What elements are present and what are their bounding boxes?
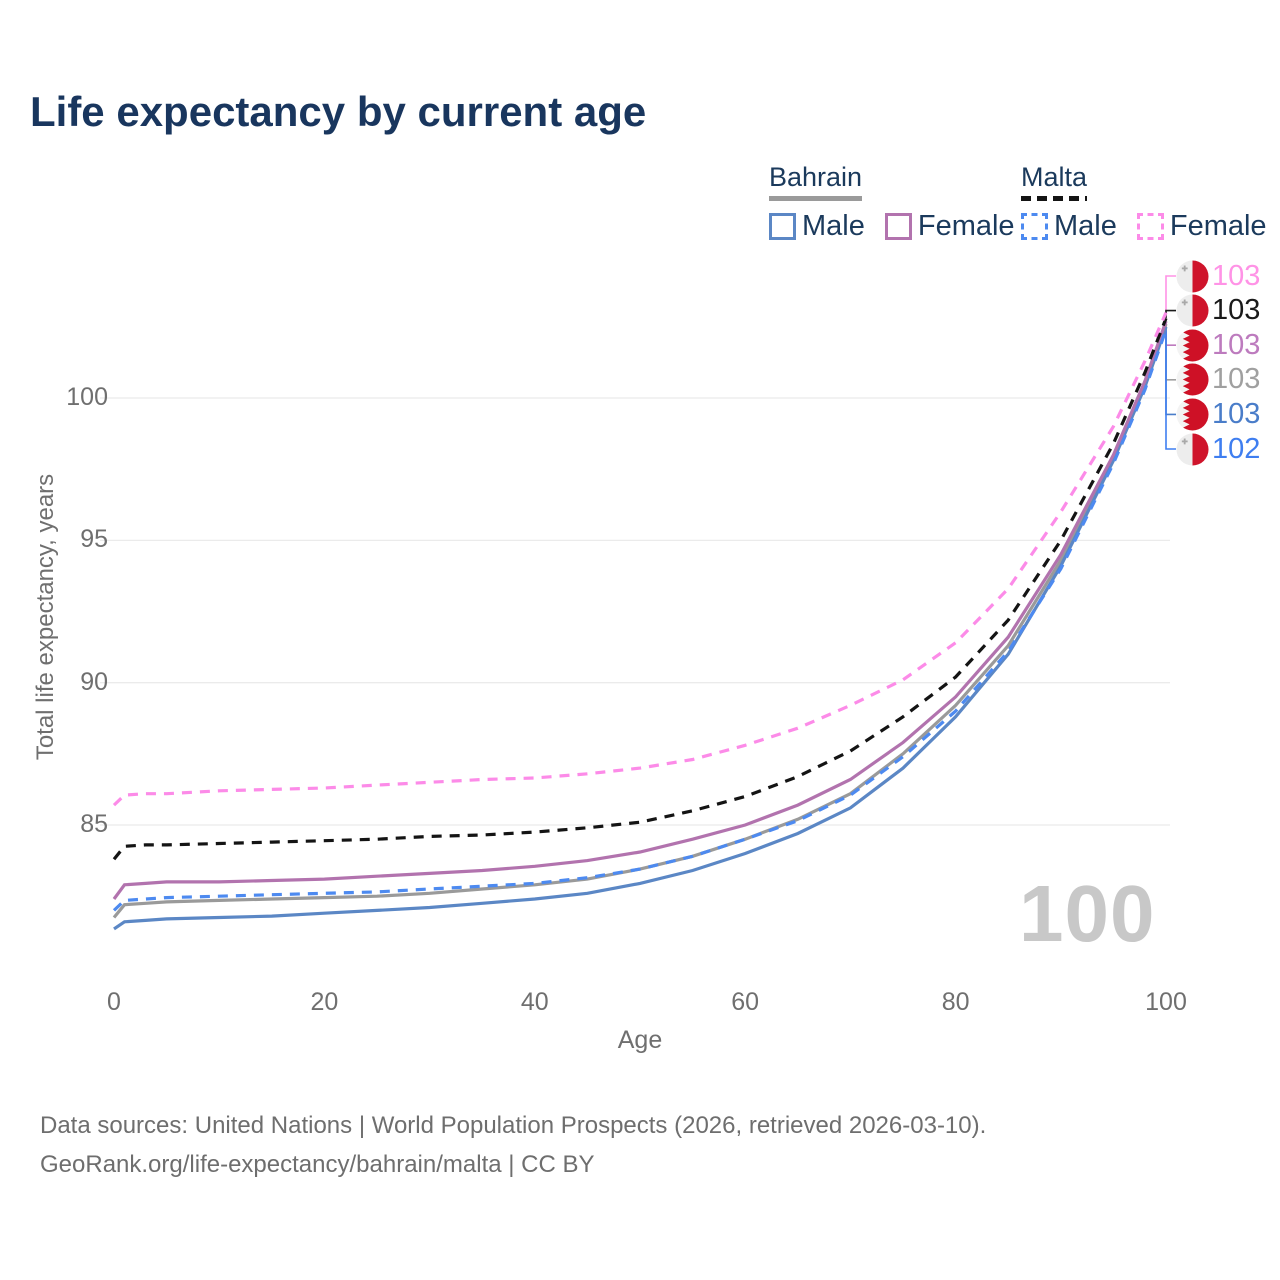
end-value-label: 102 [1212, 432, 1261, 465]
series-line-bahrain-male [113, 326, 1168, 931]
end-label-row-bahrain-male: 103 [1176, 398, 1260, 431]
legend-group-bahrain: Bahrain Male Female [769, 162, 1035, 243]
malta-flag-icon [1176, 294, 1209, 327]
x-tick-label: 60 [731, 988, 760, 1016]
end-value-label: 103 [1212, 294, 1261, 327]
legend-item-label: Female [1169, 209, 1267, 242]
y-axis-title: Total life expectancy, years [32, 473, 59, 761]
y-tick-label: 95 [80, 525, 108, 554]
legend-country-bahrain: Bahrain [769, 162, 863, 192]
legend-items-row: Male Female [769, 210, 1035, 243]
end-label-row-malta-both-sexes: 103 [1176, 294, 1260, 327]
end-label-row-bahrain-both-sexes: 103 [1176, 363, 1260, 396]
bahrain-flag-icon [1176, 363, 1209, 396]
legend-item-label: Female [917, 209, 1015, 242]
age-counter-watermark: 100 [1019, 869, 1156, 958]
end-label-connector [1165, 321, 1176, 346]
legend-country-linestyle-solid [769, 196, 862, 201]
bahrain-flag-icon [1176, 398, 1209, 431]
end-value-label: 103 [1212, 397, 1261, 430]
malta-flag-icon [1176, 259, 1209, 293]
series-line-malta-both-sexes [112, 317, 1168, 861]
legend-swatch-bahrain-female [884, 212, 912, 240]
x-tick-label: 80 [941, 988, 970, 1016]
y-tick-label: 100 [66, 383, 108, 412]
legend-country-malta: Malta [1021, 162, 1088, 192]
series-line-bahrain-female [112, 320, 1168, 900]
end-label-row-malta-male: 102 [1176, 433, 1260, 466]
end-value-label: 103 [1212, 328, 1261, 361]
series-line-malta-male [112, 329, 1168, 912]
series-line-malta-female [112, 311, 1168, 807]
legend-country-linestyle-dashed [1021, 196, 1087, 201]
footer: Data sources: United Nations | World Pop… [40, 1106, 986, 1184]
legend-swatch-malta-female [1136, 212, 1164, 240]
bahrain-flag-icon [1176, 329, 1209, 362]
legend-item-label: Male [1054, 209, 1117, 242]
y-tick-label: 90 [80, 667, 108, 696]
end-label-connector [1165, 275, 1176, 313]
footer-source-line: Data sources: United Nations | World Pop… [40, 1112, 987, 1139]
end-label-connector [1165, 324, 1176, 381]
end-label-connector [1165, 329, 1176, 450]
legend-swatch-bahrain-male [769, 212, 796, 240]
end-label-connector [1165, 309, 1176, 319]
x-tick-label: 20 [310, 988, 339, 1016]
legend-item-label: Male [802, 209, 865, 242]
footer-attribution-line: GeoRank.org/life-expectancy/bahrain/malt… [40, 1151, 595, 1178]
legend-group-malta: Malta Male Female [1021, 162, 1280, 243]
end-label-connector [1165, 326, 1176, 416]
x-tick-label: 40 [520, 988, 549, 1016]
y-tick-label: 85 [80, 810, 108, 838]
x-axis-title: Age [617, 1026, 663, 1054]
end-value-label: 103 [1212, 259, 1261, 292]
legend-items-row: Male Female [1021, 210, 1280, 243]
end-value-label: 103 [1212, 363, 1261, 396]
end-label-row-bahrain-female: 103 [1176, 329, 1260, 362]
x-tick-label: 0 [107, 988, 121, 1016]
legend-swatch-malta-male [1021, 212, 1048, 240]
x-tick-label: 100 [1145, 988, 1187, 1016]
malta-flag-icon [1176, 432, 1209, 466]
end-label-row-malta-female: 103 [1176, 260, 1260, 293]
chart-title: Life expectancy by current age [30, 88, 647, 135]
